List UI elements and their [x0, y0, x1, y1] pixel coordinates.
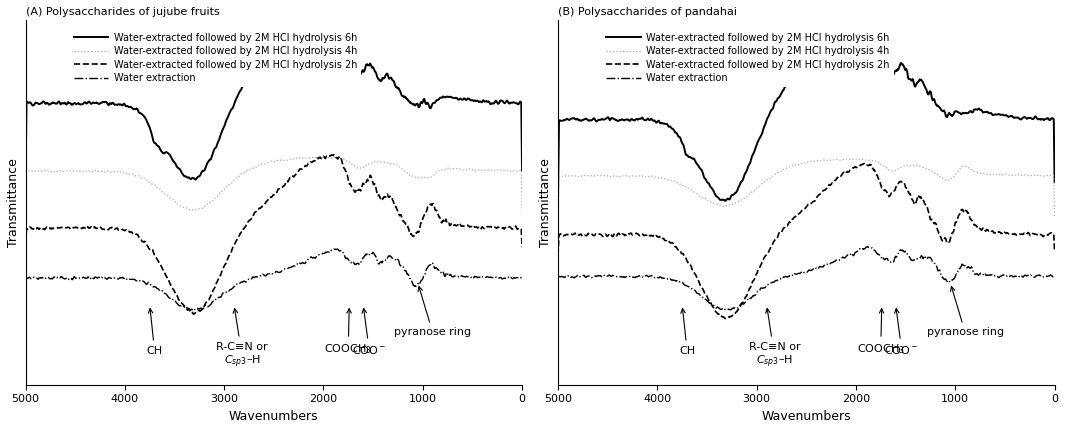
Text: pyranose ring: pyranose ring — [927, 287, 1003, 338]
Text: (B) Polysaccharides of pandahai: (B) Polysaccharides of pandahai — [558, 7, 737, 17]
Text: pyranose ring: pyranose ring — [394, 287, 471, 338]
Text: COO$^-$: COO$^-$ — [884, 309, 919, 356]
Y-axis label: Transmittance: Transmittance — [7, 158, 20, 247]
Legend: Water-extracted followed by 2M HCl hydrolysis 6h, Water-extracted followed by 2M: Water-extracted followed by 2M HCl hydro… — [603, 29, 894, 87]
Text: CH: CH — [147, 309, 163, 356]
Text: COO$^-$: COO$^-$ — [351, 309, 387, 356]
Legend: Water-extracted followed by 2M HCl hydrolysis 6h, Water-extracted followed by 2M: Water-extracted followed by 2M HCl hydro… — [70, 29, 361, 87]
Y-axis label: Transmittance: Transmittance — [540, 158, 553, 247]
Text: R-C≡N or
$C_{sp3}$–H: R-C≡N or $C_{sp3}$–H — [749, 309, 800, 370]
Text: CH: CH — [679, 309, 695, 356]
X-axis label: Wavenumbers: Wavenumbers — [761, 410, 851, 423]
Text: R-C≡N or
$C_{sp3}$–H: R-C≡N or $C_{sp3}$–H — [216, 309, 267, 370]
Text: COOCH$_3$: COOCH$_3$ — [857, 309, 904, 356]
Text: COOCH$_3$: COOCH$_3$ — [325, 309, 372, 356]
X-axis label: Wavenumbers: Wavenumbers — [229, 410, 318, 423]
Text: (A) Polysaccharides of jujube fruits: (A) Polysaccharides of jujube fruits — [26, 7, 219, 17]
